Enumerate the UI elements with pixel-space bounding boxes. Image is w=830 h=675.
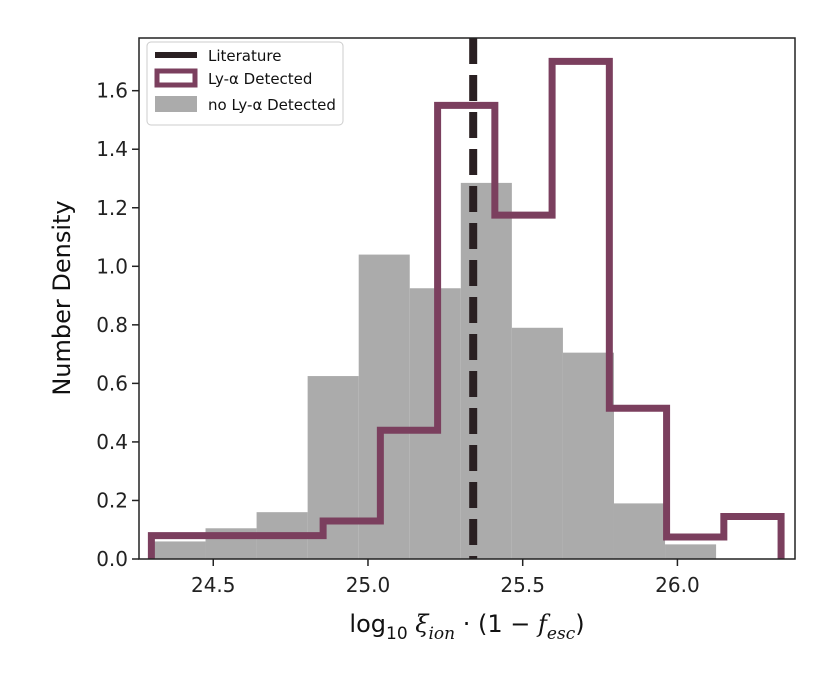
no-lya-bar	[460, 182, 512, 559]
y-tick-label: 1.2	[96, 196, 128, 220]
y-tick-label: 1.0	[96, 254, 128, 278]
y-tick-label: 1.4	[96, 137, 128, 161]
y-tick-label: 0.0	[96, 547, 128, 571]
y-tick-label: 1.6	[96, 79, 128, 103]
no-lya-bar	[665, 544, 717, 559]
x-axis-label: log10 ξion · (1 − fesc)	[349, 610, 584, 644]
y-tick-label: 0.4	[96, 430, 128, 454]
legend: Literature Ly-α Detected no Ly-α Detecte…	[146, 41, 344, 126]
no-lya-bar	[358, 254, 410, 559]
legend-lya-label: Ly-α Detected	[208, 70, 312, 88]
no-lya-bar	[613, 503, 666, 559]
x-tick-label: 25.0	[346, 573, 391, 597]
y-tick-label: 0.2	[96, 488, 128, 512]
x-tick-label: 24.5	[191, 573, 236, 597]
legend-lya-swatch	[154, 68, 198, 88]
x-axis: 24.5 25.0 25.5 26.0	[191, 559, 700, 597]
no-lya-bar	[154, 541, 206, 559]
x-tick-label: 25.5	[500, 573, 545, 597]
x-tick-label: 26.0	[655, 573, 700, 597]
y-tick-label: 0.8	[96, 313, 128, 337]
no-lya-bar	[562, 352, 614, 559]
y-tick-label: 0.6	[96, 371, 128, 395]
legend-literature-label: Literature	[208, 47, 281, 65]
y-axis: 0.0 0.2 0.4 0.6 0.8 1.0 1.2 1.4 1.6	[96, 79, 139, 571]
plot-area	[147, 38, 785, 559]
no-lya-bar	[511, 327, 563, 559]
legend-no-lya-label: no Ly-α Detected	[208, 96, 336, 114]
lya-histogram	[147, 57, 785, 559]
legend-no-lya-swatch	[155, 96, 197, 112]
y-axis-label: Number Density	[48, 200, 76, 395]
no-lya-bar	[307, 376, 359, 559]
plot-frame	[138, 37, 796, 560]
lya-step-line	[147, 57, 785, 559]
